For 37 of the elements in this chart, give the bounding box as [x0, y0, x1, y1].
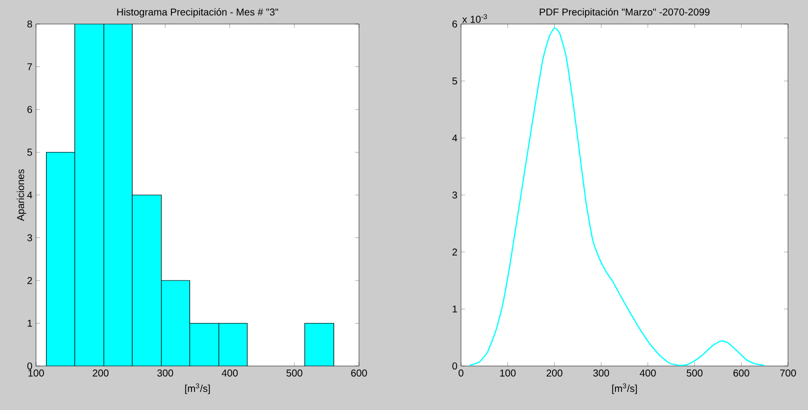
x-axis-title: [m$^{3}$/s]	[185, 383, 210, 394]
x-axis-title: [m$^{3}$/s]	[612, 383, 637, 394]
x-tick-label: 600	[733, 370, 750, 377]
x-tick-label: 600	[351, 370, 367, 377]
x-tick-label: 300	[593, 370, 610, 377]
y-tick-label: 3	[27, 234, 32, 242]
y-tick-label: 4	[27, 192, 32, 198]
y-tick-label: 2	[452, 248, 457, 256]
x-tick-label: 500	[286, 370, 302, 377]
line-series	[468, 27, 766, 366]
x-tick-label: 400	[222, 370, 238, 377]
x-tick-label: 0	[458, 370, 464, 377]
y-tick-label: 3	[452, 191, 458, 199]
chart-title: Histograma Precipitación - Mes # "3"	[117, 8, 278, 18]
x-tick-label: 500	[686, 370, 702, 377]
chart-title: PDF Precipitación "Marzo" -2070-2099	[540, 8, 710, 18]
y-axis-title: Apariciones	[16, 169, 26, 222]
x-tick-label: 400	[640, 370, 656, 377]
y-tick-label: 1	[28, 320, 32, 327]
x-tick-label: 200	[92, 370, 109, 377]
y-tick-label: 5	[452, 78, 458, 84]
x-tick-label: 300	[157, 370, 174, 377]
text: x 10$^{-3}$	[462, 14, 487, 23]
x-tick-label: 100	[500, 370, 516, 377]
y-tick-label: 0	[452, 362, 458, 370]
x-tick-label: 100	[28, 370, 44, 377]
x-tick-label: 700	[780, 370, 796, 377]
y-tick-label: 7	[27, 63, 32, 70]
y-tick-label: 0	[27, 362, 32, 370]
y-tick-label: 1	[452, 306, 458, 312]
y-tick-label: 2	[27, 277, 32, 284]
y-tick-label: 5	[27, 148, 32, 156]
y-tick-label: 6	[27, 106, 32, 114]
y-tick-label: 8	[27, 20, 32, 28]
y-tick-label: 4	[452, 134, 458, 142]
y-tick-label: 6	[452, 20, 458, 28]
x-tick-label: 200	[546, 370, 562, 377]
